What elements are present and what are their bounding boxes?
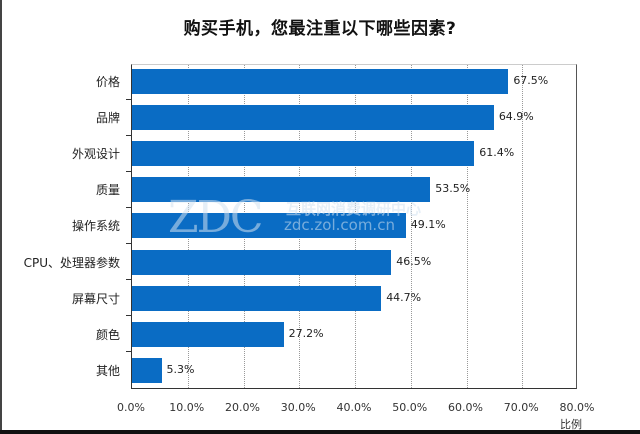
plot-area: 67.5% 64.9% 61.4% 53.5% 49.1% 46.5% 44.7% 27.2%… <box>131 64 577 389</box>
y-tick <box>126 351 131 353</box>
x-tick-label: 30.0% <box>280 401 316 414</box>
bar-value-label: 44.7% <box>386 290 422 304</box>
category-label: 质量 <box>95 183 120 198</box>
bar-value-label: 61.4% <box>479 146 515 160</box>
category-label: 屏幕尺寸 <box>71 291 120 306</box>
category-label: 操作系统 <box>71 219 120 234</box>
category-label: 颜色 <box>95 327 120 342</box>
x-tick-label: 80.0% <box>559 401 595 414</box>
x-tick-label: 50.0% <box>392 401 428 414</box>
y-tick <box>126 134 131 136</box>
y-tick <box>126 206 131 208</box>
x-tick-label: 70.0% <box>503 401 539 414</box>
gridline <box>466 65 468 388</box>
bar <box>132 213 406 239</box>
bar <box>132 177 431 203</box>
category-label: 价格 <box>95 75 120 89</box>
bar <box>132 69 509 94</box>
y-tick <box>126 98 131 100</box>
x-tick-label: 0.0% <box>117 401 145 414</box>
bar <box>132 357 162 383</box>
y-tick <box>126 315 131 317</box>
frame-left-border <box>0 0 2 434</box>
y-tick <box>126 279 131 281</box>
x-tick-label: 10.0% <box>169 401 205 414</box>
gridline <box>522 65 524 388</box>
chart-title: 购买手机，您最注重以下哪些因素? <box>183 19 457 39</box>
bar-value-label: 49.1% <box>410 218 446 232</box>
bar <box>132 105 494 131</box>
bar-value-label: 46.5% <box>396 254 432 268</box>
y-tick <box>126 243 131 244</box>
x-tick-label: 60.0% <box>448 401 483 414</box>
category-label: CPU、处理器参数 <box>23 255 120 270</box>
bar-value-label: 67.5% <box>513 74 549 87</box>
bar-value-label: 53.5% <box>435 182 471 196</box>
bar <box>132 249 392 275</box>
bar <box>132 141 475 167</box>
frame-bottom-border <box>0 430 640 434</box>
bar <box>132 285 382 311</box>
bar-value-label: 27.2% <box>288 326 324 340</box>
category-label: 其他 <box>95 363 120 378</box>
x-axis-label: 比例 <box>560 418 582 431</box>
bar-value-label: 64.9% <box>498 110 534 124</box>
x-tick-label: 20.0% <box>225 401 260 414</box>
bar-value-label: 5.3% <box>166 362 195 376</box>
gridline <box>410 65 412 388</box>
category-label: 品牌 <box>95 111 120 126</box>
x-tick-label: 40.0% <box>336 401 372 414</box>
category-label: 外观设计 <box>71 147 120 162</box>
bar <box>132 321 284 347</box>
y-tick <box>126 170 131 172</box>
